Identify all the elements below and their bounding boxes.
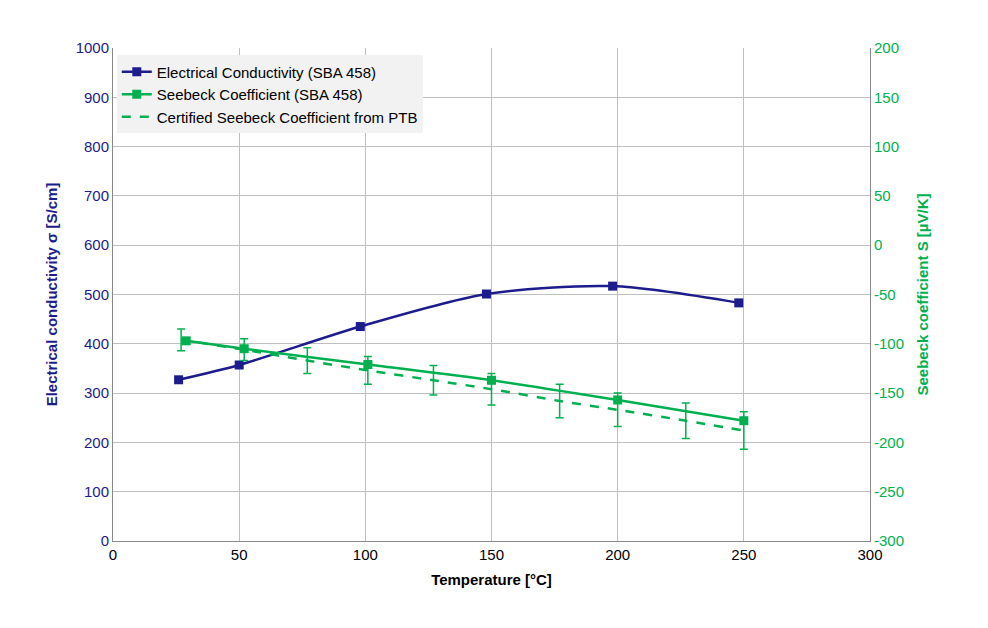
svg-text:700: 700 [84, 187, 109, 204]
svg-text:300: 300 [857, 546, 882, 563]
svg-text:50: 50 [231, 546, 248, 563]
svg-text:0: 0 [109, 546, 117, 563]
svg-text:200: 200 [605, 546, 630, 563]
svg-text:50: 50 [874, 187, 891, 204]
svg-text:400: 400 [84, 335, 109, 352]
svg-text:1000: 1000 [76, 39, 109, 56]
svg-text:Electrical conductivity σ [S/c: Electrical conductivity σ [S/cm] [43, 183, 60, 407]
svg-text:Electrical Conductivity (SBA 4: Electrical Conductivity (SBA 458) [157, 63, 376, 80]
svg-text:-300: -300 [874, 532, 904, 549]
svg-text:Seebeck coefficient S [µV/K]: Seebeck coefficient S [µV/K] [914, 193, 931, 395]
svg-text:-250: -250 [874, 483, 904, 500]
svg-text:100: 100 [874, 138, 899, 155]
svg-text:600: 600 [84, 236, 109, 253]
svg-text:900: 900 [84, 89, 109, 106]
svg-text:200: 200 [84, 434, 109, 451]
svg-text:0: 0 [874, 236, 882, 253]
svg-text:200: 200 [874, 39, 899, 56]
svg-text:0: 0 [101, 532, 109, 549]
svg-text:500: 500 [84, 286, 109, 303]
svg-text:-200: -200 [874, 434, 904, 451]
svg-text:-100: -100 [874, 335, 904, 352]
svg-text:250: 250 [731, 546, 756, 563]
svg-text:Seebeck Coefficient (SBA 458): Seebeck Coefficient (SBA 458) [157, 86, 363, 103]
svg-text:800: 800 [84, 138, 109, 155]
svg-text:Certified Seebeck Coefficient: Certified Seebeck Coefficient from PTB [157, 108, 418, 125]
svg-text:100: 100 [353, 546, 378, 563]
svg-text:-50: -50 [874, 286, 896, 303]
svg-text:-150: -150 [874, 384, 904, 401]
svg-text:300: 300 [84, 384, 109, 401]
svg-text:150: 150 [874, 89, 899, 106]
svg-text:Temperature [°C]: Temperature [°C] [431, 571, 552, 588]
svg-text:150: 150 [479, 546, 504, 563]
svg-text:100: 100 [84, 483, 109, 500]
